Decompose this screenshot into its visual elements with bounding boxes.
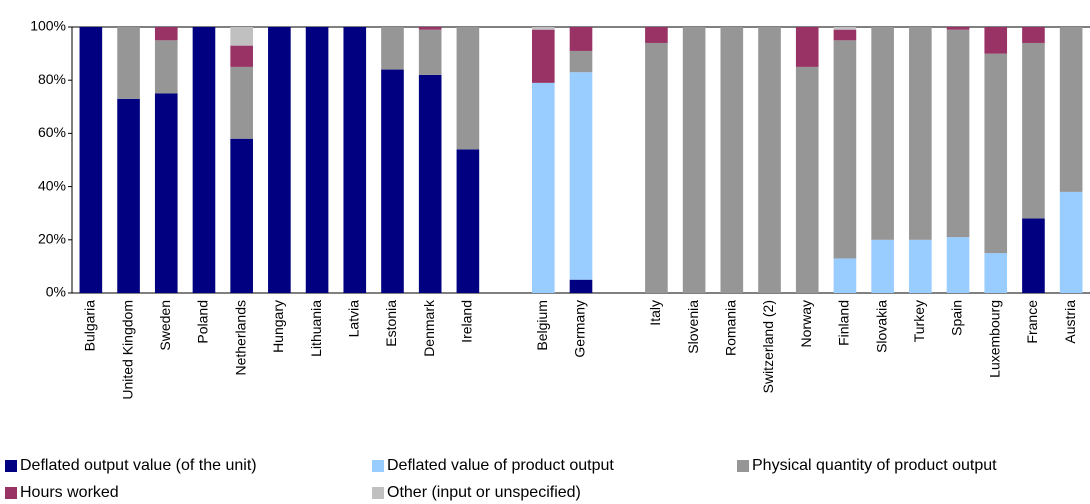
bar-segment xyxy=(418,74,442,293)
bar-segment xyxy=(909,239,932,293)
x-tick-label: Ireland xyxy=(459,300,475,343)
x-tick-label: Sweden xyxy=(157,300,173,351)
y-tick-label: 100% xyxy=(30,18,66,34)
bar-segment xyxy=(268,27,291,293)
x-tick-label: Slovakia xyxy=(873,300,889,353)
legend-swatch xyxy=(5,460,17,472)
bar-segment xyxy=(946,237,970,293)
x-tick-label: Switzerland (2) xyxy=(760,300,776,393)
x-tick-label: Lithuania xyxy=(308,300,324,357)
bar-segment xyxy=(1022,27,1045,43)
legend-label: Deflated value of product output xyxy=(387,457,614,474)
bar-segment xyxy=(682,27,706,293)
bar-segment xyxy=(154,27,178,41)
bar-segment xyxy=(154,40,178,94)
bar-segment xyxy=(230,27,253,46)
y-tick-label: 80% xyxy=(38,71,66,87)
bar-segment xyxy=(758,27,781,293)
x-tick-label: United Kingdom xyxy=(119,300,135,400)
x-tick-label: Norway xyxy=(798,300,814,347)
x-tick-label: Austria xyxy=(1062,300,1078,344)
y-tick-label: 0% xyxy=(46,284,66,300)
bar-segment xyxy=(795,27,819,67)
x-tick-label: Turkey xyxy=(911,300,927,342)
bar-segment xyxy=(1059,27,1083,192)
legend-label: Deflated output value (of the unit) xyxy=(20,457,257,474)
bar-segment xyxy=(795,66,819,294)
y-tick-label: 20% xyxy=(38,231,66,247)
bar-segment xyxy=(531,82,555,293)
bar-segment xyxy=(833,27,857,30)
legend-swatch xyxy=(5,487,17,499)
x-tick-label: Slovenia xyxy=(685,300,701,354)
bar-segment xyxy=(381,27,404,70)
bar-segment xyxy=(230,45,253,67)
bar-segment xyxy=(192,27,216,293)
x-tick-label: Luxembourg xyxy=(986,300,1002,378)
bar-segment xyxy=(569,50,593,73)
x-tick-label: Latvia xyxy=(345,300,361,338)
bar-segment xyxy=(531,27,555,30)
bar-segment xyxy=(1059,191,1083,293)
bar-segment xyxy=(984,27,1008,54)
x-tick-label: Poland xyxy=(195,300,211,344)
x-tick-label: Hungary xyxy=(270,300,286,353)
bar-segment xyxy=(230,66,253,139)
bar-segment xyxy=(984,53,1008,254)
bar-segment xyxy=(230,138,253,293)
x-tick-label: Estonia xyxy=(383,300,399,347)
bar-segment xyxy=(871,27,894,240)
bar-segment xyxy=(984,253,1008,293)
bar-segment xyxy=(117,27,140,99)
bar-segment xyxy=(946,27,970,30)
x-tick-label: Romania xyxy=(723,300,739,356)
bar-segment xyxy=(79,27,103,293)
legend-swatch xyxy=(372,460,384,472)
bar-segment xyxy=(833,29,857,41)
bar-segment xyxy=(569,72,593,280)
bar-segment xyxy=(117,98,140,293)
bar-segment xyxy=(833,40,857,259)
y-tick-label: 40% xyxy=(38,177,66,193)
bar-segment xyxy=(456,27,480,150)
x-tick-label: Bulgaria xyxy=(82,300,98,352)
bar-segment xyxy=(569,27,593,51)
bar-segment xyxy=(833,258,857,293)
bar-segment xyxy=(456,149,480,293)
legend-swatch xyxy=(372,487,384,499)
x-tick-label: Spain xyxy=(949,300,965,336)
bar-segment xyxy=(645,42,668,294)
x-tick-label: Belgium xyxy=(534,300,550,351)
legend-swatch xyxy=(737,460,749,472)
bar-segment xyxy=(418,29,442,75)
bar-segment xyxy=(1022,42,1045,219)
bar-segment xyxy=(381,69,404,293)
bar-segment xyxy=(305,27,329,293)
x-tick-label: Denmark xyxy=(421,299,437,357)
legend-label: Physical quantity of product output xyxy=(752,457,997,474)
legend-label: Other (input or unspecified) xyxy=(387,484,581,501)
bar-segment xyxy=(343,27,367,293)
x-tick-label: France xyxy=(1024,300,1040,344)
bar-segment xyxy=(720,27,744,293)
bar-segment xyxy=(909,27,932,240)
x-tick-label: Germany xyxy=(572,300,588,358)
x-tick-label: Italy xyxy=(647,300,663,326)
bar-segment xyxy=(645,27,668,43)
bar-segment xyxy=(154,93,178,293)
bar-segment xyxy=(531,29,555,83)
x-tick-label: Netherlands xyxy=(232,300,248,376)
bar-segment xyxy=(418,27,442,30)
bar-segment xyxy=(946,29,970,238)
bar-segment xyxy=(1022,218,1045,293)
x-tick-label: Finland xyxy=(836,300,852,346)
bar-segment xyxy=(871,239,894,293)
bar-segment xyxy=(569,279,593,293)
y-tick-label: 60% xyxy=(38,124,66,140)
legend-label: Hours worked xyxy=(20,484,119,501)
